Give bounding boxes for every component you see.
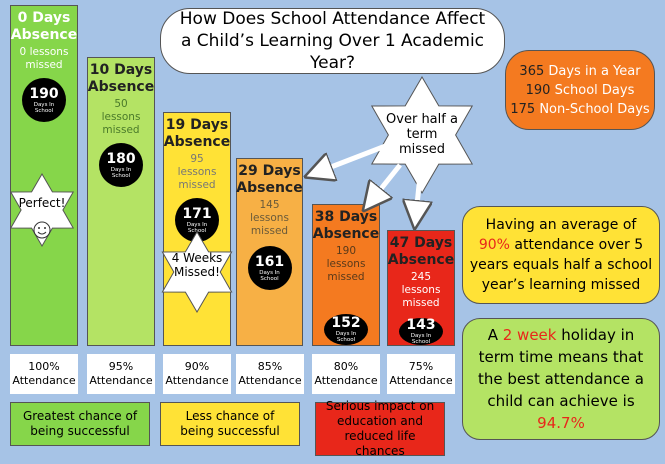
days-label: Days In School: [33, 101, 55, 114]
star-text: Perfect!: [18, 196, 66, 210]
year-box: 365 Days in a Year 190 School Days 175 Non…: [505, 50, 655, 130]
year-text: School Days: [554, 82, 635, 98]
lessons-label: 145 lessons missed: [250, 199, 289, 237]
outcome: Greatest chance of being successful: [10, 402, 150, 446]
text: attendance over 5 years equals half a sc…: [469, 237, 653, 293]
lessons-label: 190 lessons missed: [326, 245, 366, 283]
arrow: [318, 142, 389, 172]
average-box: Having an average of 90% attendance over…: [462, 206, 660, 304]
attendance-value: 75%: [408, 360, 434, 373]
highlight: 94.7%: [537, 414, 585, 432]
year-number: 365: [519, 63, 545, 79]
attendance-value: 100%: [28, 360, 60, 373]
lessons-label: 245 lessons missed: [401, 271, 441, 309]
absence-label: 38 Days Absence: [312, 209, 380, 242]
absence-label: 19 Days Absence: [163, 117, 231, 150]
attendance-label: Attendance: [165, 374, 229, 387]
bar: 0 Days Absence 0 lessons missed 190 Days In…: [10, 5, 78, 346]
days-value: 161: [254, 253, 285, 270]
days-value: 143: [406, 317, 436, 333]
attendance-value: 85%: [257, 360, 283, 373]
attendance-label: Attendance: [389, 374, 453, 387]
days-label: Days In School: [186, 221, 208, 234]
bar: 10 Days Absence 50 lessons missed 180 Days …: [87, 57, 155, 346]
attendance-label: Attendance: [238, 374, 302, 387]
year-line: 365 Days in a Year: [519, 62, 640, 81]
arrow: [416, 174, 420, 215]
average-text: Having an average of 90% attendance over…: [469, 215, 653, 295]
text: A: [487, 326, 498, 344]
days-value: 152: [331, 315, 361, 331]
absence-label: 10 Days Absence: [87, 62, 155, 95]
year-number: 190: [525, 82, 551, 98]
attendance-box: 95% Attendance: [87, 354, 155, 394]
days-circle: 152 Days In School: [324, 314, 368, 345]
bar: 47 Days Absence 245 lessons missed 143 Days…: [387, 230, 455, 346]
star-text: Over half a term missed: [386, 112, 458, 157]
attendance-box: 75% Attendance: [387, 354, 455, 394]
bar: 38 Days Absence 190 lessons missed 152 Days…: [312, 204, 380, 346]
days-label: Days In School: [335, 331, 357, 343]
days-label: Days In School: [410, 333, 432, 345]
bar: 29 Days Absence 145 lessons missed 161 Days…: [236, 158, 303, 346]
text: Having an average of: [485, 217, 637, 233]
days-label: Days In School: [259, 269, 280, 282]
days-circle: 190 Days In School: [22, 78, 66, 122]
absence-label: 0 Days Absence: [10, 10, 78, 43]
days-circle: 161 Days In School: [247, 246, 292, 290]
absence-label: 47 Days Absence: [387, 235, 455, 268]
year-line: 190 School Days: [526, 81, 635, 100]
days-value: 180: [106, 150, 136, 167]
absence-label: 29 Days Absence: [236, 163, 303, 196]
arrow: [372, 163, 402, 200]
days-circle: 180 Days In School: [99, 143, 143, 187]
days-label: Days In School: [110, 166, 132, 179]
days-value: 190: [29, 85, 59, 102]
outcome: Serious impact on education and reduced …: [315, 399, 445, 458]
year-number: 175: [510, 101, 536, 117]
attendance-value: 95%: [108, 360, 134, 373]
days-circle: 143 Days In School: [399, 318, 443, 345]
attendance-label: Attendance: [314, 374, 378, 387]
attendance-box: 100% Attendance: [10, 354, 78, 394]
year-line: 175 Non-School Days: [510, 100, 649, 119]
lessons-label: 50 lessons missed: [101, 98, 141, 136]
lessons-label: 95 lessons missed: [177, 153, 217, 191]
attendance-label: Attendance: [89, 374, 153, 387]
outcome: Less chance of being successful: [160, 402, 300, 446]
days-circle: 171 Days In School: [175, 198, 219, 242]
title: How Does School Attendance Affect a Chil…: [160, 8, 505, 74]
attendance-value: 80%: [333, 360, 359, 373]
days-value: 171: [182, 205, 212, 222]
attendance-label: Attendance: [12, 374, 76, 387]
lessons-label: 0 lessons missed: [19, 46, 69, 71]
bar: 19 Days Absence 95 lessons missed 171 Days …: [163, 112, 231, 346]
highlight: 90%: [478, 237, 510, 253]
highlight: 2 week: [502, 326, 557, 344]
holiday-text: A 2 week holiday in term time means that…: [469, 324, 653, 434]
year-text: Non-School Days: [539, 101, 650, 117]
attendance-box: 90% Attendance: [163, 354, 231, 394]
holiday-box: A 2 week holiday in term time means that…: [462, 318, 660, 440]
attendance-value: 90%: [184, 360, 210, 373]
year-text: Days in a Year: [548, 63, 641, 79]
text: holiday in term time means that the best…: [478, 326, 644, 410]
star-text: 4 Weeks Missed!: [171, 251, 223, 279]
attendance-box: 85% Attendance: [236, 354, 304, 394]
attendance-box: 80% Attendance: [312, 354, 380, 394]
